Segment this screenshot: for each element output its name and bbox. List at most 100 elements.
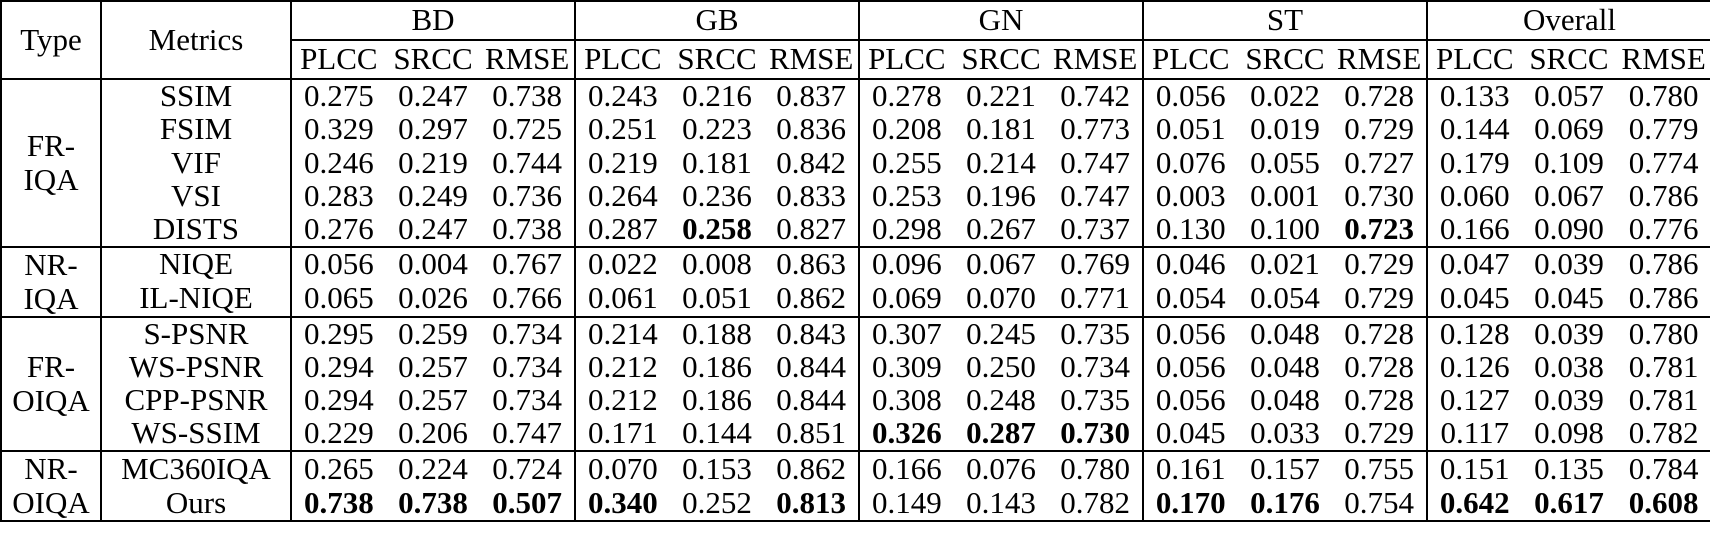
metric-value: 0.054: [1141, 281, 1238, 317]
metric-value: 0.067: [953, 245, 1049, 282]
metric-value: 0.001: [1250, 179, 1320, 214]
metric-value: 0.100: [1250, 213, 1320, 247]
metric-value: 0.278: [858, 78, 954, 113]
metric-value: 0.214: [574, 315, 670, 351]
metric-value: 0.057: [1521, 78, 1617, 113]
metric-value: 0.067: [1534, 179, 1604, 214]
metric-value: 0.039: [1521, 245, 1617, 282]
metric-value: 0.247: [385, 78, 481, 113]
metric-name: CPP-PSNR: [100, 383, 291, 418]
metric-value: 0.060: [1425, 179, 1522, 214]
metric-value: 0.039: [1534, 383, 1604, 418]
metric-value: 0.842: [776, 146, 847, 180]
metric-value: 0.076: [1141, 146, 1238, 180]
metric-name: WS-PSNR: [100, 350, 291, 384]
metric-value: 0.216: [669, 78, 765, 113]
metric-value: 0.734: [492, 383, 563, 418]
metric-name: S-PSNR: [100, 315, 291, 351]
metric-value: 0.033: [1250, 417, 1320, 451]
metric-value: 0.236: [682, 179, 752, 214]
metric-value: 0.126: [1425, 350, 1522, 384]
metric-value: 0.755: [1332, 449, 1427, 486]
metric-value: 0.051: [1141, 112, 1238, 147]
metric-value: 0.004: [385, 245, 481, 282]
metric-value: 0.729: [1344, 281, 1414, 316]
metric-name: DISTS: [100, 213, 291, 247]
metric-value: 0.135: [1521, 449, 1617, 486]
metric-value: 0.735: [1048, 315, 1143, 351]
metric-value: 0.021: [1237, 245, 1333, 282]
metric-value: 0.056: [1141, 350, 1238, 384]
row-group-type-line: NR-: [24, 246, 78, 282]
metric-value: 0.308: [858, 383, 954, 418]
subcol-header-bd-plcc: PLCC: [290, 40, 386, 80]
col-header-type: Type: [0, 0, 101, 80]
metric-value: 0.019: [1250, 112, 1320, 147]
metric-value: 0.048: [1237, 315, 1333, 351]
metric-value: 0.837: [764, 78, 859, 113]
subcol-header-bd-srcc: SRCC: [385, 40, 481, 80]
metric-value: 0.181: [682, 146, 752, 180]
metric-value: 0.186: [682, 350, 752, 384]
metric-value: 0.779: [1628, 112, 1699, 147]
metric-value: 0.276: [290, 213, 386, 247]
metric-value: 0.780: [1616, 315, 1710, 351]
metric-value: 0.782: [1628, 417, 1699, 451]
metric-value: 0.774: [1628, 146, 1699, 180]
metric-value: 0.157: [1237, 449, 1333, 486]
subcol-header-st-rmse: RMSE: [1332, 40, 1427, 80]
row-group-type-line: FR-: [26, 348, 76, 384]
metric-value: 0.724: [480, 449, 575, 486]
subcol-header-gb-rmse: RMSE: [764, 40, 859, 80]
group-header-bd: BD: [290, 0, 575, 41]
metric-value: 0.196: [966, 179, 1036, 214]
metric-value: 0.149: [858, 485, 954, 523]
subcol-header-bd-rmse: RMSE: [480, 40, 575, 80]
metric-value: 0.048: [1250, 350, 1320, 384]
metric-value: 0.734: [492, 350, 563, 384]
metric-value: 0.734: [480, 315, 575, 351]
metric-name: WS-SSIM: [100, 417, 291, 451]
metric-value: 0.048: [1250, 383, 1320, 418]
metric-value: 0.773: [1060, 112, 1131, 147]
metric-value: 0.786: [1628, 179, 1699, 214]
metric-name: NIQE: [100, 245, 291, 282]
metric-value: 0.219: [574, 146, 670, 180]
metric-value: 0.294: [290, 350, 386, 384]
metric-value: 0.246: [290, 146, 386, 180]
metric-value: 0.056: [1141, 315, 1238, 351]
metric-value: 0.229: [290, 417, 386, 451]
metric-value: 0.725: [492, 112, 563, 147]
subcol-header-gb-srcc: SRCC: [669, 40, 765, 80]
metric-value: 0.070: [574, 449, 670, 486]
metric-value: 0.061: [574, 281, 670, 317]
metric-value: 0.734: [1060, 350, 1131, 384]
subcol-header-st-srcc: SRCC: [1237, 40, 1333, 80]
metric-value: 0.161: [1141, 449, 1238, 486]
row-group-type: NR- IQA: [0, 245, 101, 317]
metric-value: 0.214: [966, 146, 1036, 180]
metric-value: 0.827: [776, 213, 847, 247]
row-group-type-line: NR-: [24, 450, 78, 486]
metric-value: 0.771: [1060, 281, 1131, 316]
metric-value: 0.248: [966, 383, 1036, 418]
metric-value: 0.862: [776, 281, 847, 316]
row-group-type-line: IQA: [23, 161, 79, 197]
metric-value: 0.153: [669, 449, 765, 486]
metric-value: 0.326: [858, 417, 954, 451]
metric-value: 0.051: [682, 281, 752, 316]
metric-value: 0.294: [290, 383, 386, 418]
metric-value: 0.039: [1521, 315, 1617, 351]
metric-value: 0.780: [1616, 78, 1710, 113]
metric-value: 0.287: [574, 213, 670, 247]
metric-value: 0.769: [1048, 245, 1143, 282]
metric-value: 0.275: [290, 78, 386, 113]
metric-value: 0.166: [1425, 213, 1522, 247]
metric-value: 0.038: [1534, 350, 1604, 384]
metric-value: 0.781: [1628, 350, 1699, 384]
metric-value: 0.836: [776, 112, 847, 147]
metric-value: 0.851: [776, 417, 847, 451]
metric-value: 0.728: [1344, 350, 1414, 384]
metric-value: 0.617: [1521, 485, 1617, 523]
metric-value: 0.738: [480, 78, 575, 113]
